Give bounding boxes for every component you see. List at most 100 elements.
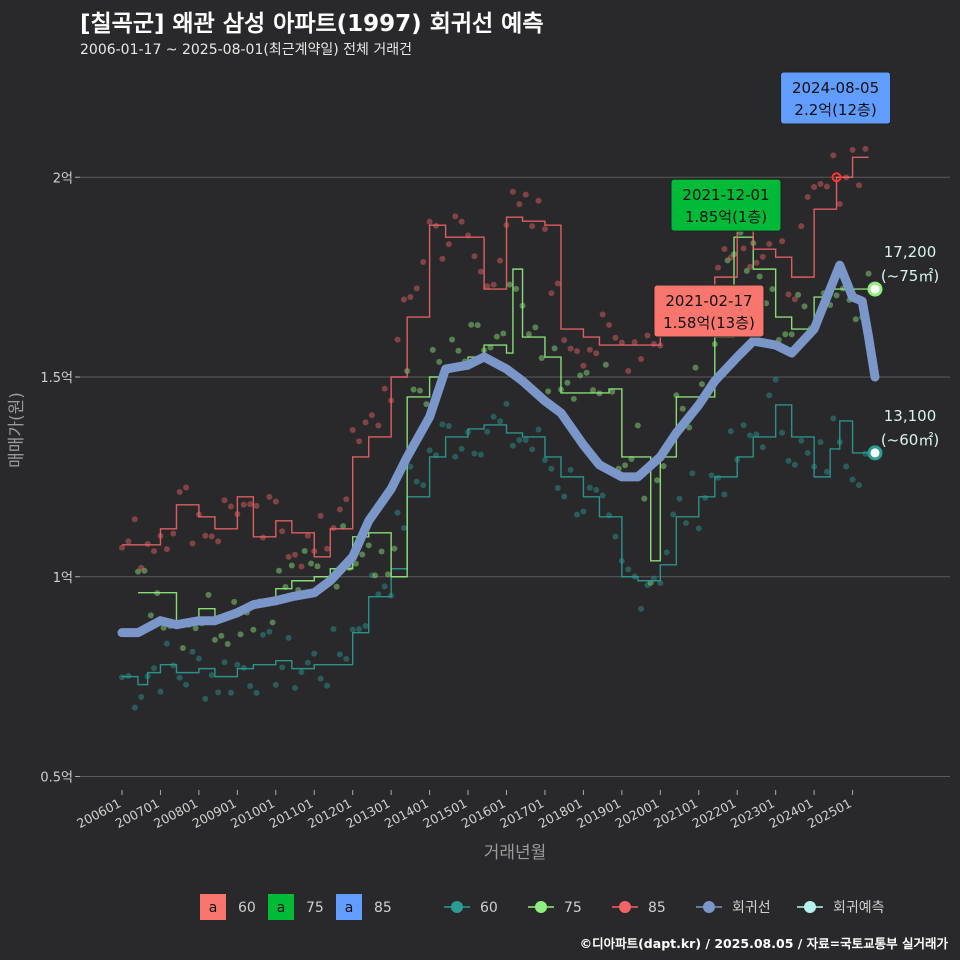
scatter-point-s60 [535, 426, 542, 433]
scatter-point-s85 [138, 564, 145, 571]
scatter-point-s75 [487, 344, 494, 351]
scatter-point-s60 [682, 520, 689, 527]
scatter-point-s75 [698, 381, 705, 388]
scatter-point-s85 [529, 223, 536, 230]
scatter-point-s85 [330, 524, 337, 531]
scatter-point-s85 [855, 182, 862, 189]
scatter-point-s85 [285, 553, 292, 560]
scatter-point-s60 [400, 524, 407, 531]
scatter-point-s85 [266, 493, 273, 500]
scatter-point-s85 [471, 253, 478, 260]
scatter-point-s75 [205, 591, 212, 598]
scatter-point-s60 [708, 472, 715, 479]
scatter-point-s75 [365, 542, 372, 549]
scatter-point-s75 [237, 631, 244, 638]
scatter-point-s85 [650, 340, 657, 347]
scatter-point-s85 [593, 350, 600, 357]
scatter-point-s60 [413, 478, 420, 485]
scatter-point-s60 [394, 509, 401, 516]
scatter-point-s75 [590, 387, 597, 394]
scatter-point-s60 [163, 640, 170, 647]
legend-label: 회귀예측 [833, 900, 885, 916]
scatter-point-s75 [865, 270, 872, 277]
x-axis-title: 거래년월 [484, 843, 547, 863]
regression-path [117, 260, 880, 638]
scatter-point-s75 [410, 386, 417, 393]
scatter-point-s75 [622, 462, 629, 469]
scatter-point-s85 [272, 498, 279, 505]
scatter-point-s60 [215, 689, 222, 696]
scatter-point-s85 [618, 339, 625, 346]
callout-box [780, 71, 892, 125]
scatter-point-s75 [570, 395, 577, 402]
scatter-point-s60 [490, 413, 497, 420]
scatter-point-s60 [138, 693, 145, 700]
scatter-point-s60 [650, 575, 657, 582]
scatter-point-s75 [269, 619, 276, 626]
scatter-point-s75 [192, 625, 199, 632]
scatter-point-s85 [317, 512, 324, 519]
scatter-point-s75 [634, 422, 641, 429]
scatter-point-s85 [324, 545, 331, 552]
scatter-point-s75 [782, 331, 789, 338]
scatter-point-s60 [503, 400, 510, 407]
scatter-point-s60 [458, 445, 465, 452]
scatter-point-s75 [340, 523, 347, 530]
scatter-point-s60 [772, 376, 779, 383]
scatter-point-s60 [721, 491, 728, 498]
scatter-point-s85 [375, 422, 382, 429]
scatter-point-s60 [740, 422, 747, 429]
scatter-point-s60 [785, 457, 792, 464]
legend-key-area [268, 894, 294, 920]
scatter-point-s60 [753, 431, 760, 438]
credit-text: ©디아파트(dapt.kr) / 2025.08.05 / 자료=국토교통부 실… [579, 936, 948, 951]
scatter-point-s85 [407, 293, 414, 300]
legend-label: 75 [306, 900, 324, 916]
scatter-point-s85 [477, 268, 484, 275]
y-tick-label: 1억 [53, 571, 73, 586]
scatter-point-s60 [625, 566, 632, 573]
scatter-point-s85 [497, 257, 504, 264]
scatter-point-s85 [298, 563, 305, 570]
scatter-point-s75 [449, 336, 456, 343]
scatter-point-s75 [756, 273, 763, 280]
scatter-point-s60 [298, 669, 305, 676]
scatter-point-s75 [801, 303, 808, 310]
scatter-point-s85 [727, 254, 734, 261]
callout-date: 2021-12-01 [682, 186, 769, 204]
scatter-point-s75 [641, 495, 648, 502]
scatter-point-s85 [548, 290, 555, 297]
scatter-point-s75 [135, 568, 142, 575]
scatter-point-s60 [445, 423, 452, 430]
scatter-point-s60 [176, 674, 183, 681]
legend-key-point [804, 901, 816, 913]
callouts: 2021-02-17 1.58억(13층) 2021-12-01 1.85억(1층) 2… [653, 71, 892, 338]
scatter-point-s75 [545, 388, 552, 395]
scatter-point-s85 [253, 502, 260, 509]
scatter-point-s75 [788, 331, 795, 338]
scatter-point-s85 [554, 280, 561, 287]
scatter-point-s75 [551, 345, 558, 352]
scatter-point-s60 [522, 437, 529, 444]
scatter-point-s85 [151, 548, 158, 555]
scatter-point-s60 [759, 444, 766, 451]
scatter-point-s75 [525, 331, 532, 338]
scatter-point-s60 [349, 626, 356, 633]
scatter-point-s85 [292, 551, 299, 558]
callout-box [653, 284, 765, 338]
scatter-point-s85 [862, 145, 869, 152]
scatter-point-s60 [695, 525, 702, 532]
legend-label: 60 [238, 900, 256, 916]
legend-key-glyph: a [345, 900, 354, 916]
scatter-point-s85 [227, 503, 234, 510]
scatter-point-s60 [375, 591, 382, 598]
scatter-point-s60 [304, 659, 311, 666]
scatter-point-s75 [564, 379, 571, 386]
scatter-point-s60 [670, 511, 677, 518]
scatter-point-s75 [474, 322, 481, 329]
regression-line [117, 260, 880, 638]
scatter-point-s85 [144, 541, 151, 548]
scatter-point-s75 [532, 324, 539, 331]
scatter-point-s75 [416, 387, 423, 394]
scatter-point-s60 [855, 482, 862, 489]
